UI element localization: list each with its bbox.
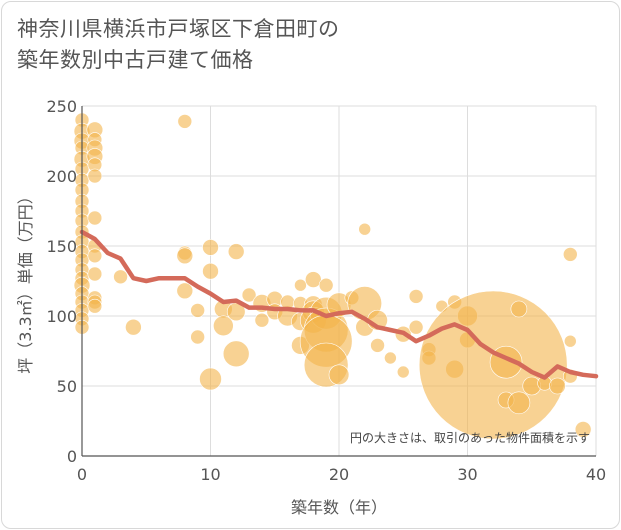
bubble-series [73,112,592,440]
axes [81,106,596,457]
data-bubble [176,247,194,265]
x-tick-label: 0 [77,465,87,484]
x-tick-label: 30 [457,465,477,484]
data-bubble [304,271,322,288]
data-bubble [563,334,577,348]
tick-labels: 0 10 20 30 40 0 50 100 150 200 250 [46,97,606,484]
data-bubble [87,168,103,184]
data-bubble [176,282,194,300]
data-bubble [213,315,234,337]
y-axis-label: 坪（3.3㎡）単価（万円） [16,188,35,373]
data-bubble [190,303,205,318]
data-bubble [177,114,193,129]
data-bubble [113,269,128,285]
data-bubble [408,319,424,335]
y-tick-label: 200 [46,167,77,186]
y-tick-label: 0 [67,447,77,466]
chart-title-line-2: 築年数別中古戸建て価格 [17,48,254,72]
chart-title: 神奈川県横浜市戸塚区下倉田町の 築年数別中古戸建て価格 [17,14,577,76]
x-axis-label: 築年数（年） [291,498,387,517]
data-bubble [408,289,424,304]
x-tick-label: 20 [329,465,349,484]
x-tick-label: 10 [200,465,220,484]
data-bubble [125,318,142,336]
data-bubble [254,312,270,328]
y-tick-label: 150 [46,237,77,256]
data-bubble [190,329,205,345]
average-price-line [79,229,599,380]
data-bubble [318,277,334,293]
data-bubble [358,222,372,236]
data-bubble [222,340,250,368]
data-bubble [562,247,578,262]
data-bubble [227,243,245,260]
data-bubble [87,298,103,314]
data-bubble [87,248,103,264]
size-annotation: 円の大きさは、取引のあった物件面積を示す [350,430,590,445]
average-line-series [79,229,599,380]
data-bubble [574,421,592,438]
x-tick-label: 40 [586,465,606,484]
chart-title-line-1: 神奈川県横浜市戸塚区下倉田町の [17,17,340,41]
data-bubble [294,278,307,292]
data-bubble [507,391,531,415]
data-bubble [202,239,219,256]
data-bubble [87,210,103,226]
data-bubble [241,287,257,303]
data-bubble [328,364,350,386]
data-bubble [370,338,385,353]
y-tick-label: 100 [46,307,77,326]
data-bubble [396,365,410,379]
y-tick-label: 250 [46,97,77,116]
data-bubble [199,367,222,391]
data-bubble [384,351,397,365]
data-bubble [202,262,219,280]
data-bubble [510,300,528,318]
y-tick-label: 50 [57,377,77,396]
data-bubble [549,377,566,395]
data-bubble [87,266,103,282]
